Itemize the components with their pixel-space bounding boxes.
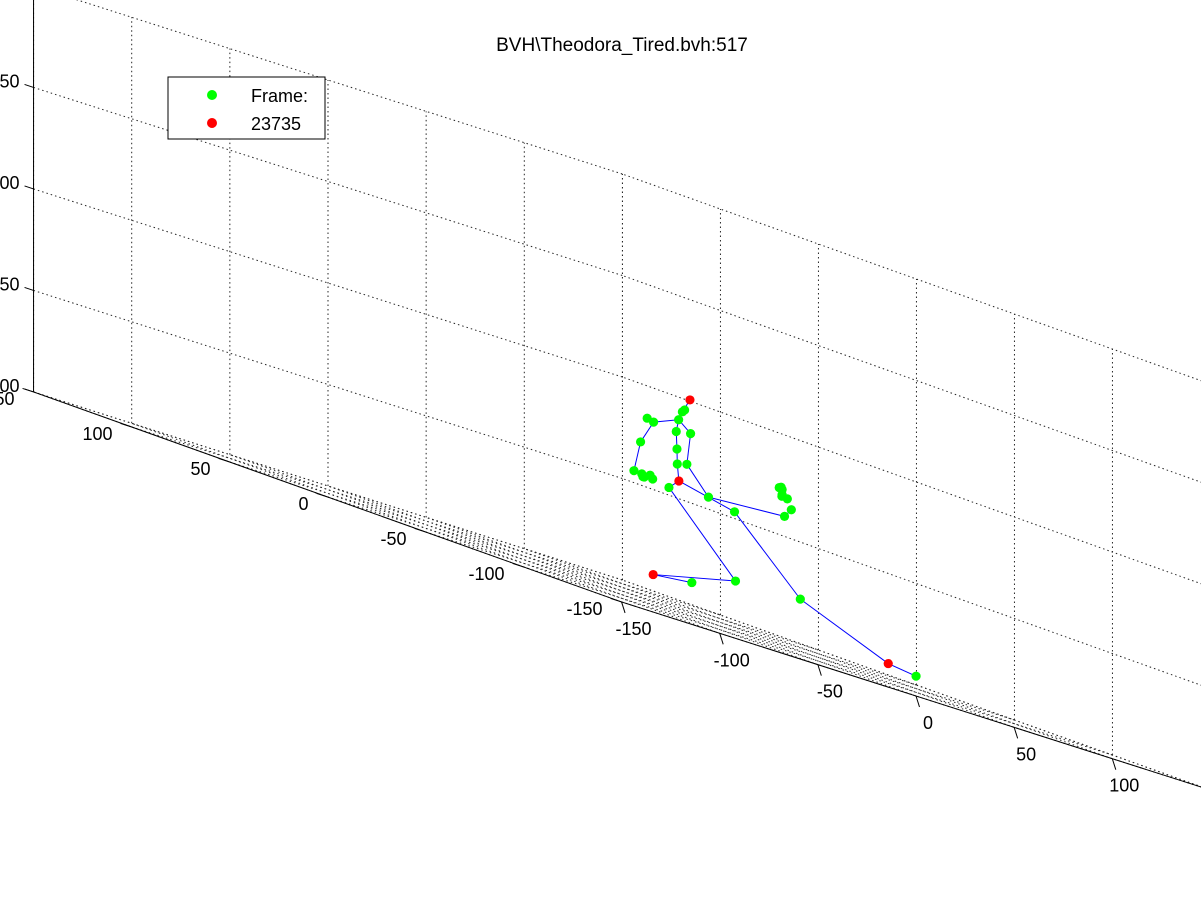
joint-neck	[674, 415, 684, 425]
grid-floor-x-100	[524, 548, 1113, 760]
y-tick-0-mark	[316, 492, 328, 498]
joint-spine1	[672, 459, 682, 469]
x-tick--150-mark	[621, 601, 626, 614]
x-tick-100-mark	[1111, 758, 1117, 770]
legend-box	[167, 76, 326, 140]
z-tick-250-mark	[24, 83, 34, 88]
bone-lankle-ltoe	[653, 574, 692, 584]
bone-rankle-rtoe	[888, 663, 917, 677]
x-tick--50-label: -50	[817, 682, 843, 702]
joint-rhand_a	[786, 505, 796, 515]
z-tick-150-mark	[24, 286, 34, 291]
y-tick-100-label: 100	[83, 424, 113, 444]
joint-rhand	[779, 511, 790, 522]
y-tick-50-mark	[218, 457, 230, 463]
x-tick-0-label: 0	[923, 713, 933, 733]
grid-right-z-300	[622, 173, 1201, 382]
joint-lhip	[664, 482, 674, 493]
bone-rshoulder-relbow	[686, 433, 692, 465]
bone-lknee-lankle	[653, 574, 736, 582]
bone-lelbow-lwrist	[633, 441, 642, 471]
y-tick-0-label: 0	[299, 494, 309, 514]
grid-floor-x--50	[229, 454, 819, 666]
x-tick-50-mark	[1013, 727, 1019, 739]
z-tick-200-mark	[24, 185, 34, 190]
joint-lankle	[648, 569, 658, 580]
joint-rwrist	[703, 492, 714, 502]
x-tick--100-label: -100	[714, 650, 750, 670]
x-tick-0-mark	[915, 695, 920, 708]
grid-floor-x-50	[425, 516, 1015, 728]
z-tick-250-label: 250	[0, 71, 20, 91]
joint-lelbow	[635, 437, 646, 447]
joint-head_b	[680, 405, 690, 415]
y-tick--50-label: -50	[381, 529, 407, 549]
x-tick--150-label: -150	[616, 619, 652, 639]
y-tick-100-mark	[120, 422, 132, 428]
y-tick--100-label: -100	[469, 564, 505, 584]
bone-rhip-rknee	[734, 511, 801, 600]
joint-rhand_e	[776, 482, 786, 492]
tick-labels: -150-100-50050100150-150-100-50050100150…	[0, 71, 1139, 796]
joint-ltoe	[687, 577, 697, 588]
y-tick--150-mark	[610, 597, 622, 603]
bone-rwrist-rhand	[708, 496, 785, 517]
grid-right-z-150	[622, 478, 1201, 686]
joint-relbow	[682, 459, 692, 469]
chart-title: BVH\Theodora_Tired.bvh:517	[496, 35, 748, 56]
joint-lshoulder2	[642, 413, 652, 423]
joint-spine	[672, 444, 682, 454]
y-tick--100-mark	[512, 562, 524, 568]
joint-lwrist	[629, 466, 639, 476]
x-tick-50-label: 50	[1016, 744, 1036, 764]
joint-rhand_g	[777, 491, 787, 501]
y-tick--150-label: -150	[567, 599, 603, 619]
joint-lhand_d	[639, 472, 649, 482]
grid-right-z-250	[622, 275, 1201, 483]
bone-relbow-rwrist	[686, 464, 709, 498]
x-tick--100-mark	[719, 633, 724, 645]
z-tick-100-label: 100	[0, 376, 20, 396]
joint-lknee	[730, 576, 741, 586]
joint-chest	[671, 426, 681, 437]
x-tick--50-mark	[817, 664, 822, 676]
grid-right-z-100	[622, 579, 1201, 788]
joint-rknee	[795, 594, 805, 604]
bone-lhip-lknee	[668, 487, 736, 582]
x-tick-100-label: 100	[1109, 776, 1139, 796]
z-tick-150-label: 150	[0, 274, 20, 294]
z-tick-100-mark	[24, 388, 34, 393]
grid-floor-x--100	[131, 422, 720, 634]
y-tick-50-label: 50	[191, 459, 211, 479]
z-tick-200-label: 200	[0, 173, 20, 193]
joint-rshoulder	[685, 428, 696, 439]
joint-rhip	[729, 507, 740, 517]
bone-rknee-rankle	[800, 598, 889, 664]
joint-hips	[674, 476, 684, 486]
legend-label-number: 23735	[251, 114, 301, 134]
grid-floor-x-0	[327, 485, 917, 697]
joint-head_top	[685, 395, 695, 405]
joint-rankle	[883, 658, 893, 669]
joint-rtoe	[911, 671, 921, 681]
axes	[22, 0, 1201, 788]
skeleton-joints	[629, 395, 921, 681]
legend-marker-frame	[207, 90, 217, 100]
y-tick-150-label: 150	[0, 389, 15, 409]
y-tick--50-mark	[414, 527, 426, 533]
grid-right-z-200	[622, 376, 1201, 585]
legend: Frame: 23735	[167, 76, 326, 140]
legend-label-frame: Frame:	[251, 86, 308, 106]
legend-marker-number	[207, 118, 217, 128]
